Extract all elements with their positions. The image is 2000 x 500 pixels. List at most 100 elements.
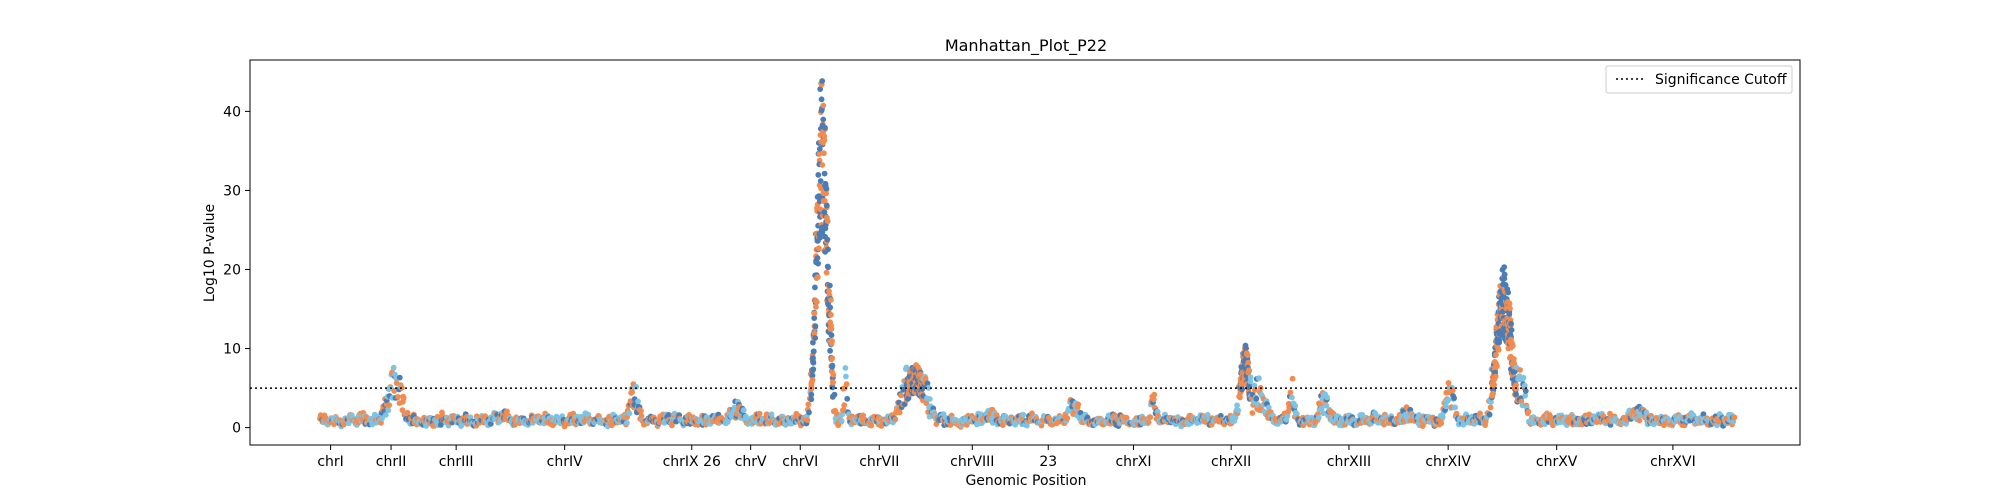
- data-point: [823, 269, 830, 276]
- data-point: [1521, 382, 1528, 389]
- data-point: [1445, 397, 1452, 403]
- data-point: [1292, 402, 1299, 409]
- data-point: [820, 116, 827, 123]
- y-tick-label: 10: [223, 342, 241, 358]
- data-point: [815, 245, 822, 252]
- data-point: [1490, 390, 1496, 397]
- x-tick-label: chrXIII: [1327, 454, 1371, 470]
- data-point: [1287, 389, 1294, 396]
- data-point: [1517, 367, 1523, 373]
- data-point: [808, 391, 815, 398]
- plot-frame: [249, 59, 1801, 446]
- data-point: [868, 422, 875, 429]
- data-point: [1123, 414, 1130, 421]
- y-axis: 0 10 20 30 40: [223, 104, 250, 437]
- data-point: [924, 380, 931, 387]
- data-point: [638, 408, 644, 414]
- data-point: [823, 185, 830, 192]
- data-point: [1247, 378, 1254, 385]
- data-point: [1643, 409, 1650, 416]
- x-tick-label: chrIX 26: [663, 454, 721, 470]
- x-axis: chrI chrII chrIII chrIV chrIX 26 chrV chrVI chr…: [317, 445, 1696, 470]
- y-tick-label: 20: [223, 262, 241, 278]
- data-point: [813, 304, 819, 310]
- data-point: [843, 381, 850, 388]
- data-point: [1234, 402, 1240, 409]
- data-point: [1249, 410, 1256, 416]
- data-point: [809, 377, 816, 383]
- data-point: [927, 396, 933, 402]
- chart-title: Manhattan_Plot_P22: [945, 36, 1107, 56]
- data-point: [1324, 394, 1330, 401]
- data-point: [504, 408, 510, 415]
- data-point: [828, 340, 835, 347]
- data-point: [1731, 414, 1738, 421]
- data-point: [810, 339, 816, 346]
- legend: Significance Cutoff: [1605, 65, 1793, 94]
- data-point: [1507, 305, 1513, 312]
- data-point: [819, 162, 826, 168]
- data-point: [824, 218, 831, 225]
- data-point: [633, 383, 640, 390]
- data-point: [635, 398, 641, 405]
- data-point: [922, 375, 929, 382]
- data-point: [817, 86, 824, 92]
- data-point: [1501, 264, 1508, 270]
- x-tick-label: chrVII: [859, 454, 899, 470]
- data-point: [1020, 411, 1027, 418]
- data-point: [823, 202, 830, 209]
- x-tick-label: chrII: [376, 454, 407, 470]
- data-point: [1372, 411, 1379, 417]
- data-point: [810, 359, 817, 366]
- data-point: [827, 282, 833, 289]
- data-point: [841, 402, 848, 409]
- data-point: [386, 402, 393, 408]
- data-point: [1289, 394, 1295, 401]
- data-point: [827, 304, 834, 311]
- data-point: [1323, 402, 1330, 409]
- data-point: [829, 384, 836, 391]
- data-point: [1253, 395, 1260, 402]
- x-tick-label: chrVIII: [950, 454, 994, 470]
- data-point: [1320, 410, 1327, 417]
- data-point: [1453, 410, 1460, 417]
- data-point: [1452, 404, 1458, 411]
- legend-cutoff-label: Significance Cutoff: [1655, 72, 1787, 88]
- data-point: [811, 310, 818, 317]
- data-point: [396, 374, 403, 381]
- data-point: [1451, 395, 1457, 401]
- data-point: [1522, 392, 1529, 399]
- data-point: [1506, 300, 1513, 307]
- data-point: [821, 170, 828, 177]
- x-tick-label: chrVI: [782, 454, 818, 470]
- data-point: [805, 401, 812, 408]
- data-point: [818, 96, 825, 103]
- x-tick-label: chrXII: [1211, 454, 1251, 470]
- data-point: [830, 379, 836, 386]
- data-point: [395, 394, 401, 400]
- data-point: [821, 133, 827, 139]
- data-point: [812, 323, 819, 330]
- data-point: [382, 412, 389, 418]
- x-tick-label: chrXI: [1115, 454, 1151, 470]
- data-point: [1038, 422, 1045, 429]
- data-point: [825, 246, 831, 253]
- data-point: [814, 255, 821, 261]
- data-point: [804, 417, 811, 423]
- data-point: [1438, 420, 1445, 427]
- data-point: [379, 415, 385, 422]
- data-point: [844, 395, 851, 402]
- data-point: [1439, 414, 1446, 420]
- data-point: [1486, 411, 1493, 418]
- data-point: [1235, 407, 1242, 414]
- x-tick-label: chrXV: [1536, 454, 1578, 470]
- data-point: [830, 371, 837, 378]
- data-point: [1064, 415, 1071, 422]
- data-point: [1520, 374, 1527, 381]
- data-point: [815, 260, 821, 267]
- data-point: [1244, 352, 1251, 358]
- data-point: [1315, 414, 1322, 421]
- data-point: [811, 315, 818, 321]
- data-point: [768, 411, 775, 418]
